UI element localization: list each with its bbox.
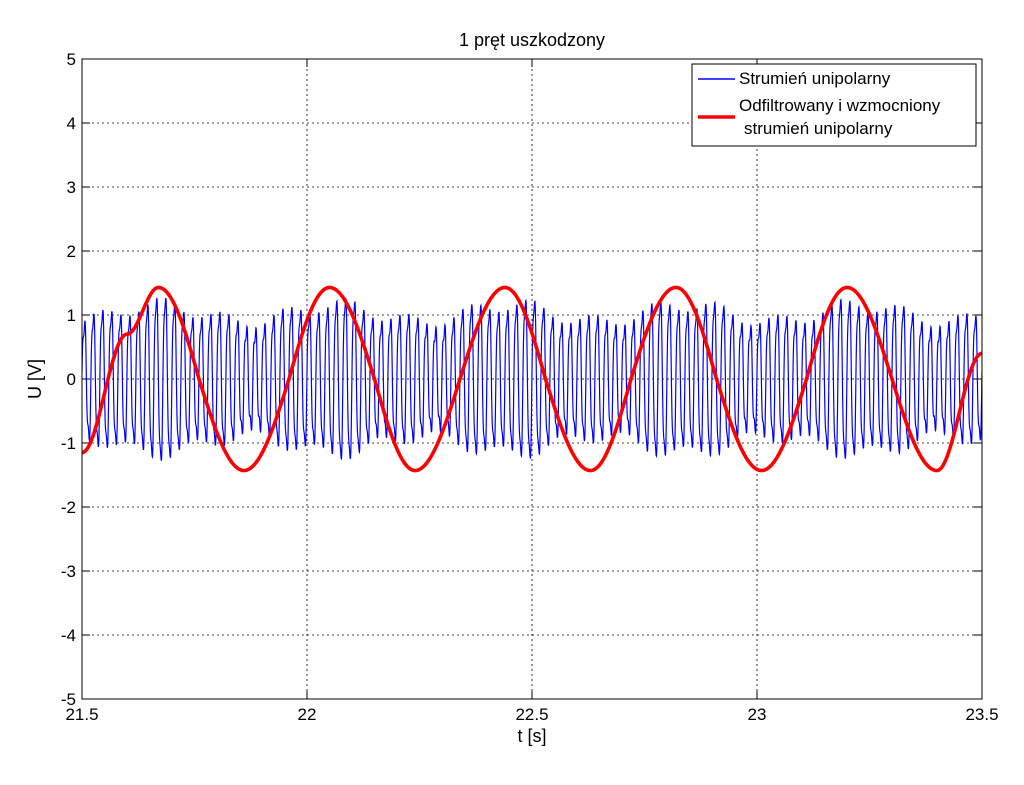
y-tick-label: 3 [67, 178, 76, 197]
y-tick-label: -1 [61, 434, 76, 453]
y-tick-label: -3 [61, 562, 76, 581]
y-tick-label: -5 [61, 690, 76, 709]
y-tick-label: -4 [61, 626, 76, 645]
x-tick-label: 23 [748, 705, 767, 724]
y-tick-labels: -5 -4 -3 -2 -1 0 1 2 3 4 5 [61, 50, 76, 709]
y-tick-label: 2 [67, 242, 76, 261]
y-tick-label: 5 [67, 50, 76, 69]
legend-label-red-line-2: strumień unipolarny [744, 119, 893, 138]
y-tick-label: 0 [67, 370, 76, 389]
legend-label-blue: Strumień unipolarny [739, 69, 891, 88]
legend: Strumień unipolarny Odfiltrowany i wzmoc… [691, 63, 977, 147]
plot-frame [81, 58, 983, 700]
x-tick-labels: 21.5 22 22.5 23 23.5 [65, 705, 998, 724]
x-axis-label: t [s] [517, 726, 546, 746]
x-tick-label: 22 [298, 705, 317, 724]
x-tick-label: 23.5 [965, 705, 998, 724]
legend-label-red-line-1: Odfiltrowany i wzmocniony [739, 96, 941, 115]
x-tick-label: 21.5 [65, 705, 98, 724]
y-tick-label: -2 [61, 498, 76, 517]
y-tick-label: 1 [67, 306, 76, 325]
x-tick-label: 22.5 [515, 705, 548, 724]
y-tick-label: 4 [67, 114, 76, 133]
series-line-odfiltrowany [82, 285, 982, 473]
y-axis-label: U [V] [25, 359, 45, 399]
legend-box [691, 63, 977, 147]
chart-title: 1 pręt uszkodzony [459, 30, 605, 50]
